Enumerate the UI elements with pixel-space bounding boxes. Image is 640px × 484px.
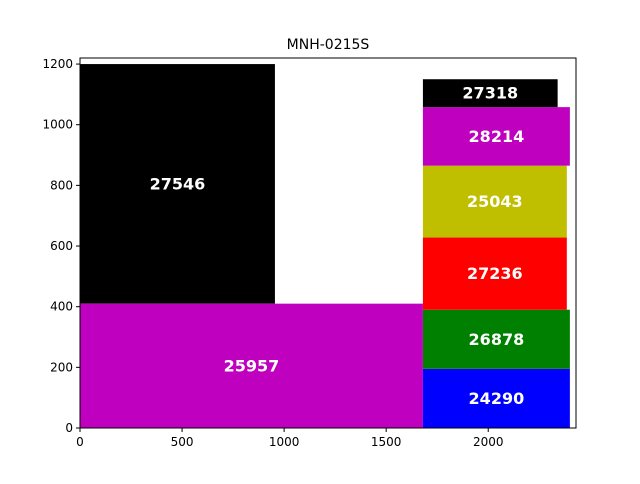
rectangle-labels-layer: 27546 25957 24290 26878 27236 25043 28214 27318 [150, 84, 525, 408]
x-tick-label: 2000 [473, 435, 504, 449]
rectangle-label-25043: 25043 [467, 192, 523, 211]
rectangle-25043 [422, 165, 567, 238]
rectangle-label-27546: 27546 [150, 174, 206, 193]
rectangle-28214 [422, 107, 570, 166]
x-tick-label: 1500 [371, 435, 402, 449]
chart-title: MNH-0215S [287, 37, 370, 53]
rectangle-label-27318: 27318 [462, 84, 518, 103]
y-tick-label: 200 [50, 360, 73, 374]
x-axis: 0 500 1000 1500 2000 [76, 428, 504, 449]
rectangle-27318 [422, 79, 558, 108]
y-tick-label: 400 [50, 300, 73, 314]
rectangle-24290 [422, 368, 570, 428]
x-tick-label: 0 [76, 435, 84, 449]
y-tick-label: 600 [50, 239, 73, 253]
rectangle-label-24290: 24290 [469, 389, 525, 408]
y-axis: 0 200 400 600 800 1000 1200 [42, 57, 80, 435]
y-tick-label: 800 [50, 178, 73, 192]
rectangle-25957 [80, 303, 423, 428]
rectangle-label-25957: 25957 [224, 356, 280, 375]
rectangle-label-27236: 27236 [467, 264, 523, 283]
y-tick-label: 1000 [42, 118, 73, 132]
y-tick-label: 1200 [42, 57, 73, 71]
plot-frame [79, 57, 577, 429]
x-tick-label: 500 [171, 435, 194, 449]
rectangle-label-28214: 28214 [469, 127, 525, 146]
rectangle-27546 [80, 64, 275, 304]
rectangle-27236 [422, 237, 567, 310]
rectangles-layer [80, 64, 570, 428]
rectangle-label-26878: 26878 [469, 330, 525, 349]
y-tick-label: 0 [65, 421, 73, 435]
rectangle-26878 [422, 309, 570, 369]
x-tick-label: 1000 [269, 435, 300, 449]
